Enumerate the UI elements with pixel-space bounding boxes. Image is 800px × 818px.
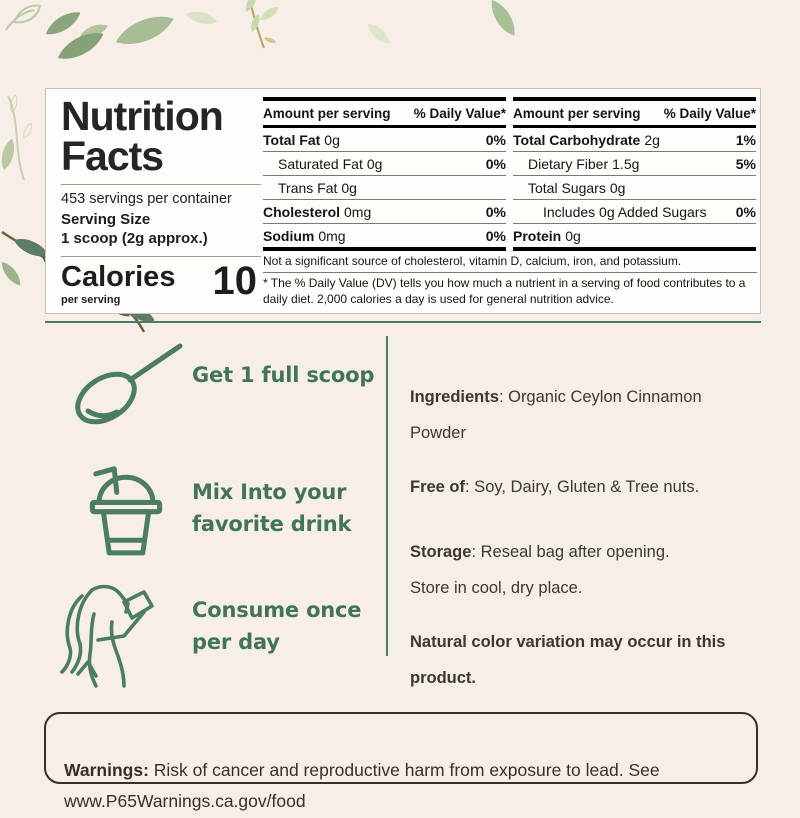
thick-bar — [263, 247, 506, 251]
table-row: Trans Fat 0g — [263, 175, 506, 199]
daily-value-footnote: * The % Daily Value (DV) tells you how m… — [263, 276, 746, 306]
serving-size-value: 1 scoop (2g approx.) — [61, 230, 208, 248]
ingredients-label: Ingredients — [410, 388, 499, 407]
rule — [61, 256, 261, 258]
thick-bar — [263, 125, 506, 128]
free-of-paragraph: Free of: Soy, Dairy, Gluten & Tree nuts. — [410, 435, 762, 506]
scoop-icon — [75, 343, 183, 425]
nutrition-facts-middle-column: Amount per serving % Daily Value* Total … — [263, 97, 506, 251]
table-row: Dietary Fiber 1.5g 5% — [513, 151, 756, 175]
leaf-top-right-of-center — [491, 0, 515, 36]
storage-paragraph: Storage: Reseal bag after opening. Store… — [410, 500, 762, 606]
horizontal-divider — [45, 321, 761, 323]
title-line-2: Facts — [61, 132, 164, 179]
direction-consume-daily: Consume once per day — [192, 598, 362, 654]
thick-bar — [513, 125, 756, 128]
nutrition-facts-right-column: Amount per serving % Daily Value* Total … — [513, 97, 756, 251]
person-drinking-icon — [60, 584, 154, 688]
calories-label: Calories — [61, 261, 176, 294]
table-row: Includes 0g Added Sugars 0% — [513, 199, 756, 223]
drink-cup-icon — [89, 466, 163, 556]
column-header: Amount per serving % Daily Value* — [513, 101, 756, 125]
nutrition-facts-left-column: Nutrition Facts 453 servings per contain… — [61, 93, 261, 307]
nutrition-facts-panel: Nutrition Facts 453 servings per contain… — [45, 88, 761, 314]
servings-per-container: 453 servings per container — [61, 190, 232, 207]
warning-box: Warnings: Risk of cancer and reproductiv… — [44, 712, 758, 811]
rule — [61, 183, 261, 185]
calories-subtext: per serving — [61, 294, 121, 307]
table-row: Sodium 0mg 0% — [263, 223, 506, 247]
free-of-text: : Soy, Dairy, Gluten & Tree nuts. — [465, 478, 700, 497]
serving-size-label: Serving Size — [61, 210, 151, 228]
free-of-label: Free of — [410, 478, 466, 497]
direction-mix-drink: Mix Into your favorite drink — [192, 480, 352, 536]
title-line-1: Nutrition — [61, 93, 224, 139]
table-row: Cholesterol 0mg 0% — [263, 199, 506, 223]
table-row: Total Carbohydrate 2g 1% — [513, 131, 756, 148]
amount-per-serving-header: Amount per serving — [513, 106, 641, 121]
calories-label-block: Calories per serving — [61, 261, 176, 307]
thick-bar — [263, 97, 506, 101]
warnings-label: Warnings: — [64, 759, 149, 780]
storage-text: : Reseal bag after opening. Store in coo… — [410, 543, 670, 597]
nutrition-facts-title: Nutrition Facts — [61, 93, 261, 179]
leaf-cluster-top-left — [46, 11, 218, 59]
table-row: Protein 0g — [513, 223, 756, 247]
storage-label: Storage — [410, 543, 472, 562]
leaf-sprig-top-center — [245, 0, 279, 49]
calories-value: 10 — [212, 259, 258, 304]
amount-per-serving-header: Amount per serving — [263, 106, 391, 121]
leaf-vine-left-edge — [1, 94, 32, 181]
not-significant-note: Not a significant source of cholesterol,… — [263, 254, 682, 268]
calories-row: Calories per serving 10 — [61, 259, 261, 307]
ingredients-paragraph: Ingredients: Organic Ceylon Cinnamon Pow… — [410, 345, 762, 451]
leaf-pale-center — [368, 24, 391, 44]
column-header: Amount per serving % Daily Value* — [263, 101, 506, 125]
vertical-divider — [386, 336, 388, 656]
leaf-outline-top-left — [5, 4, 42, 31]
nutrition-facts-footnotes: Not a significant source of cholesterol,… — [263, 251, 757, 307]
color-variation-paragraph: Natural color variation may occur in thi… — [410, 590, 762, 696]
ingredients-text: : Organic Ceylon Cinnamon Powder — [410, 388, 702, 442]
table-row: Total Sugars 0g — [513, 175, 756, 199]
daily-value-header: % Daily Value* — [413, 106, 506, 121]
warnings-text: Risk of cancer and reproductive harm fro… — [64, 759, 660, 812]
direction-get-scoop: Get 1 full scoop — [192, 363, 375, 387]
daily-value-header: % Daily Value* — [663, 106, 756, 121]
table-row: Saturated Fat 0g 0% — [263, 151, 506, 175]
thick-bar — [513, 97, 756, 101]
color-variation-text: Natural color variation may occur in thi… — [410, 633, 726, 687]
rule — [263, 272, 757, 273]
table-row: Total Fat 0g 0% — [263, 131, 506, 148]
thick-bar — [513, 247, 756, 251]
